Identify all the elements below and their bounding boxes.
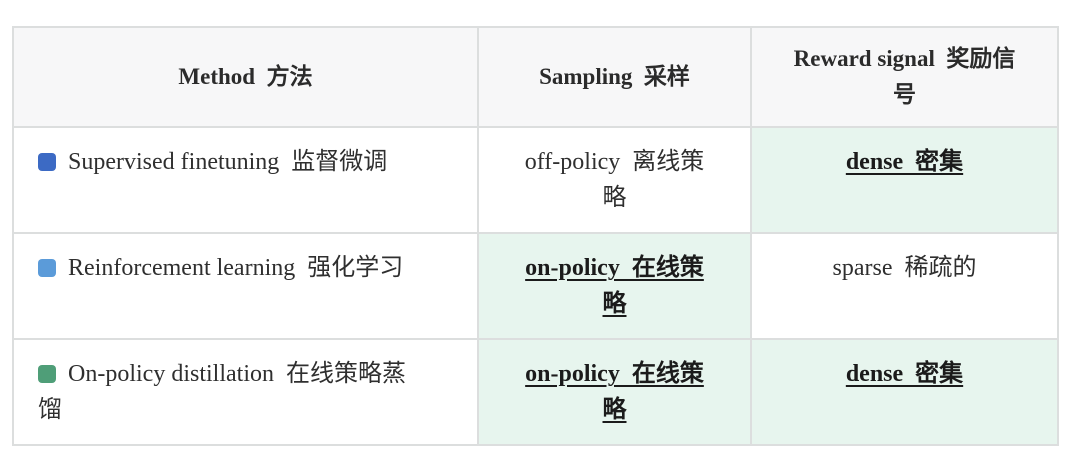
glossary-term-link[interactable]: on-policy 在线策 略 bbox=[525, 255, 704, 317]
method-comparison-table: Method 方法 Sampling 采样 Reward signal 奖励信 … bbox=[12, 26, 1059, 446]
method-label: Reinforcement learning 强化学习 bbox=[68, 255, 404, 281]
cell-reward: dense 密集 bbox=[750, 126, 1059, 234]
method-label: Supervised finetuning 监督微调 bbox=[68, 149, 388, 175]
col-header-sampling: Sampling 采样 bbox=[477, 26, 752, 128]
cell-sampling: on-policy 在线策 略 bbox=[477, 338, 752, 446]
cell-sampling: off-policy 离线策 略 bbox=[477, 126, 752, 234]
glossary-term-link[interactable]: on-policy 在线策 略 bbox=[525, 361, 704, 423]
col-header-reward-signal: Reward signal 奖励信 号 bbox=[750, 26, 1059, 128]
method-label: On-policy distillation 在线策略蒸 馏 bbox=[38, 361, 406, 423]
legend-square-icon bbox=[38, 259, 56, 277]
header-row: Method 方法 Sampling 采样 Reward signal 奖励信 … bbox=[12, 26, 1059, 128]
cell-method: Reinforcement learning 强化学习 bbox=[12, 232, 479, 340]
table-row-on-policy-distillation: On-policy distillation 在线策略蒸 馏 on-policy… bbox=[12, 338, 1059, 446]
table-row-supervised-finetuning: Supervised finetuning 监督微调 off-policy 离线… bbox=[12, 126, 1059, 234]
col-header-method: Method 方法 bbox=[12, 26, 479, 128]
cell-reward: sparse 稀疏的 bbox=[750, 232, 1059, 340]
cell-method: Supervised finetuning 监督微调 bbox=[12, 126, 479, 234]
glossary-term-link[interactable]: dense 密集 bbox=[845, 361, 964, 387]
cell-sampling: on-policy 在线策 略 bbox=[477, 232, 752, 340]
glossary-term-link[interactable]: dense 密集 bbox=[845, 149, 964, 175]
table-row-reinforcement-learning: Reinforcement learning 强化学习 on-policy 在线… bbox=[12, 232, 1059, 340]
legend-square-icon bbox=[38, 365, 56, 383]
cell-method: On-policy distillation 在线策略蒸 馏 bbox=[12, 338, 479, 446]
legend-square-icon bbox=[38, 153, 56, 171]
cell-reward: dense 密集 bbox=[750, 338, 1059, 446]
